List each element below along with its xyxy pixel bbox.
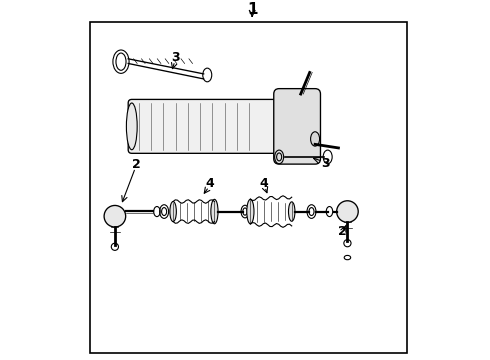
Circle shape — [337, 201, 358, 222]
Ellipse shape — [211, 199, 218, 224]
Text: 4: 4 — [206, 177, 215, 190]
FancyBboxPatch shape — [274, 89, 320, 164]
Ellipse shape — [289, 202, 295, 221]
Circle shape — [104, 206, 125, 227]
Text: 2: 2 — [339, 225, 347, 238]
Text: 3: 3 — [172, 50, 180, 63]
Ellipse shape — [247, 199, 254, 224]
Bar — [91, 22, 407, 353]
Text: 3: 3 — [321, 157, 330, 170]
Text: 2: 2 — [132, 158, 141, 171]
Ellipse shape — [311, 132, 319, 146]
Text: 1: 1 — [247, 2, 257, 17]
Text: 4: 4 — [259, 177, 268, 190]
FancyBboxPatch shape — [128, 99, 286, 153]
Ellipse shape — [126, 103, 137, 150]
Ellipse shape — [170, 202, 176, 222]
